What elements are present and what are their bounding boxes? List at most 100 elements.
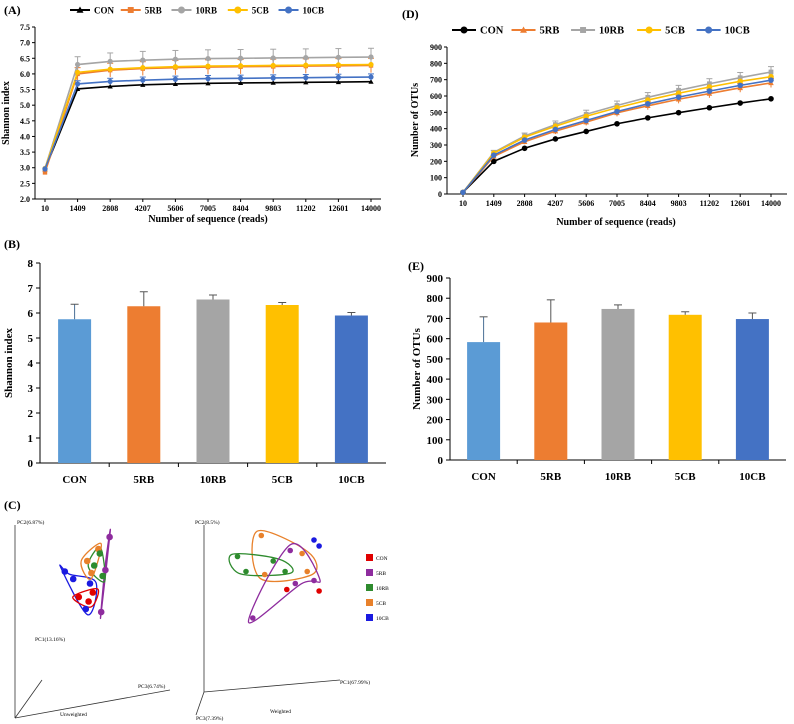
- y-tick-label: 400: [430, 125, 442, 134]
- points-group: [234, 532, 322, 621]
- plot-caption: Weighted: [270, 709, 291, 715]
- legend: CON 5RB 10RB 5CB 10CB: [452, 26, 750, 37]
- legend-marker: [520, 26, 528, 33]
- x-tick-label: 9803: [671, 199, 687, 208]
- y-tick-label: 1: [28, 433, 34, 445]
- x-tick-label: 11202: [296, 204, 316, 213]
- y-ticks: 0 100 200 300 400 500 600 700 800 900: [430, 43, 447, 199]
- y-tick-label: 100: [430, 174, 442, 183]
- data-point: [335, 79, 341, 85]
- point-10rb: [96, 550, 104, 557]
- point-con: [75, 593, 83, 601]
- y-tick-label: 800: [427, 293, 444, 305]
- bar-5rb: [534, 322, 568, 460]
- outline-10rb: [87, 546, 106, 583]
- data-point: [42, 170, 48, 175]
- outline-10rb: [228, 553, 294, 577]
- y-tick-label: 2.5: [20, 179, 30, 188]
- point-10cb: [82, 605, 90, 613]
- y-tick-label: 200: [430, 157, 442, 166]
- data-point: [270, 75, 276, 81]
- point-con: [85, 598, 92, 605]
- data-point: [552, 136, 559, 142]
- legend-item-10rb: 10RB: [171, 6, 217, 16]
- y-tick-label: 400: [427, 374, 444, 386]
- x-tick-label: 14000: [761, 199, 781, 208]
- point-5cb: [88, 569, 95, 577]
- y-tick-label: 6.0: [20, 70, 30, 79]
- y-tick-label: 3.5: [20, 148, 30, 157]
- data-point: [491, 158, 497, 165]
- pc3-axis: [195, 691, 205, 716]
- legend-label: CON: [376, 556, 388, 562]
- series-5cb: [42, 61, 374, 172]
- data-point: [491, 152, 497, 158]
- legend-item-5rb: 5RB: [366, 569, 386, 577]
- x-tick-label: 12601: [328, 204, 348, 213]
- legend-swatch: [366, 614, 373, 621]
- legend-label: CON: [480, 26, 504, 37]
- legend-marker: [580, 27, 587, 33]
- series-10rb: [460, 66, 774, 195]
- data-point: [675, 94, 682, 100]
- y-axis-title: Shannon index: [1, 81, 12, 145]
- data-point: [75, 86, 81, 91]
- series-5rb: [460, 77, 774, 195]
- series-line-con: [44, 80, 372, 170]
- data-point: [107, 83, 113, 89]
- x-tick-label: 7005: [200, 204, 216, 213]
- x-tick-label: 10: [459, 199, 467, 208]
- data-point: [205, 76, 211, 82]
- data-point: [238, 80, 244, 86]
- data-point: [303, 79, 309, 85]
- point-10rb: [282, 568, 288, 575]
- legend-marker: [705, 26, 713, 34]
- y-tick-label: 3.0: [20, 164, 30, 173]
- series-line-10cb: [44, 76, 372, 170]
- data-point: [368, 61, 374, 68]
- pcoa-weighted-plot: PC2(8.5%) PC1(67.99%) PC3(7.39%) Weighte…: [195, 519, 370, 722]
- legend-item-5rb: 5RB: [120, 6, 162, 16]
- series-group: [42, 47, 374, 175]
- x-tick-label: 2808: [517, 199, 533, 208]
- shannon-rarefaction-chart: Shannon index Number of sequence (reads)…: [1, 6, 381, 225]
- data-point: [75, 81, 81, 87]
- bar-con: [467, 342, 501, 460]
- point-5rb: [311, 577, 317, 584]
- legend-marker: [177, 6, 185, 14]
- x-ticks: CON 5RB 10RB 5CB 10CB: [62, 463, 365, 486]
- data-point: [335, 54, 341, 60]
- x-tick-label: 5CB: [675, 471, 696, 483]
- series-line-10cb: [462, 79, 772, 193]
- point-10cb: [61, 568, 69, 575]
- pc3-label: PC3(6.74%): [138, 683, 166, 690]
- data-point: [583, 117, 589, 124]
- data-point: [583, 113, 589, 120]
- point-10rb: [234, 553, 241, 560]
- legend-item-con: CON: [70, 6, 115, 16]
- data-point: [270, 55, 276, 61]
- y-tick-label: 3: [28, 383, 34, 395]
- y-ticks: 0 100 200 300 400 500 600 700 800 900: [427, 273, 450, 467]
- x-ticks: 10 1409 2808 4207 5606 7005 8404 9803 11202 12601…: [459, 194, 781, 208]
- data-point: [270, 80, 276, 85]
- data-point: [706, 88, 713, 94]
- y-tick-label: 900: [427, 273, 444, 285]
- data-point: [768, 95, 774, 102]
- point-5rb: [102, 566, 109, 574]
- series-line-5rb: [462, 82, 772, 193]
- data-point: [238, 55, 244, 61]
- legend-label: 10RB: [195, 6, 217, 16]
- panel-label-b: (B): [4, 237, 20, 251]
- outline-con: [72, 588, 100, 608]
- y-tick-label: 0: [438, 455, 444, 467]
- x-tick-label: 12601: [730, 199, 750, 208]
- data-point: [75, 61, 81, 68]
- data-point: [368, 74, 374, 80]
- x-tick-label: CON: [471, 471, 496, 483]
- group-outlines: [228, 529, 321, 624]
- legend-label: 10CB: [376, 616, 389, 622]
- y-tick-label: 6.5: [20, 54, 30, 63]
- y-tick-label: 5.0: [20, 101, 30, 110]
- point-10rb: [90, 562, 98, 569]
